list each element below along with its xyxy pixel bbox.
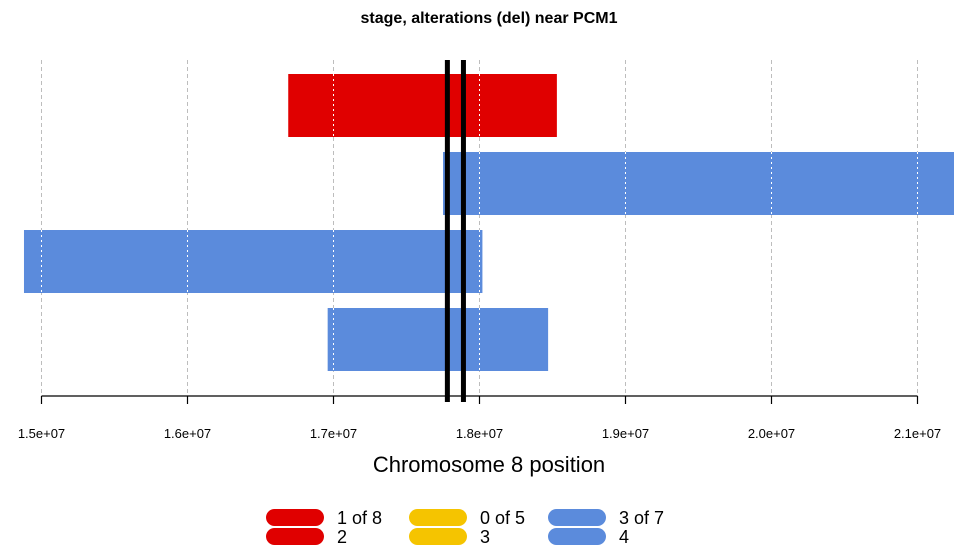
legend-swatch xyxy=(548,528,606,545)
chart-title: stage, alterations (del) near PCM1 xyxy=(361,10,618,27)
x-tick-label: 1.7e+07 xyxy=(310,426,357,441)
legend-stage-label: 2 xyxy=(337,527,347,547)
legend-swatch xyxy=(266,528,324,545)
x-tick-label: 2.1e+07 xyxy=(894,426,941,441)
gene-bounds xyxy=(444,60,466,402)
legend-swatch xyxy=(409,528,467,545)
segment-bar xyxy=(327,308,549,371)
x-tick-label: 1.9e+07 xyxy=(602,426,649,441)
x-axis: 1.5e+07 1.6e+07 1.7e+07 1.8e+07 1.9e+07 2.0e+… xyxy=(18,395,941,441)
x-tick-label: 2.0e+07 xyxy=(748,426,795,441)
legend-stage-label: 4 xyxy=(619,527,629,547)
legend-stage-label: 3 xyxy=(480,527,490,547)
legend-swatch xyxy=(409,509,467,526)
x-axis-label: Chromosome 8 position xyxy=(373,452,605,477)
x-tick-label: 1.8e+07 xyxy=(456,426,503,441)
segment-bar xyxy=(23,230,483,293)
legend-label: 0 of 5 xyxy=(480,508,525,528)
x-tick-label: 1.5e+07 xyxy=(18,426,65,441)
x-tick-label: 1.6e+07 xyxy=(164,426,211,441)
legend-swatch xyxy=(266,509,324,526)
legend-label: 1 of 8 xyxy=(337,508,382,528)
segments xyxy=(23,74,954,371)
segment-bar xyxy=(443,152,954,215)
legend-swatch xyxy=(548,509,606,526)
legend: 1 of 82 0 of 53 3 of 74 xyxy=(266,508,664,547)
legend-label: 3 of 7 xyxy=(619,508,664,528)
segment-bar xyxy=(288,74,557,137)
